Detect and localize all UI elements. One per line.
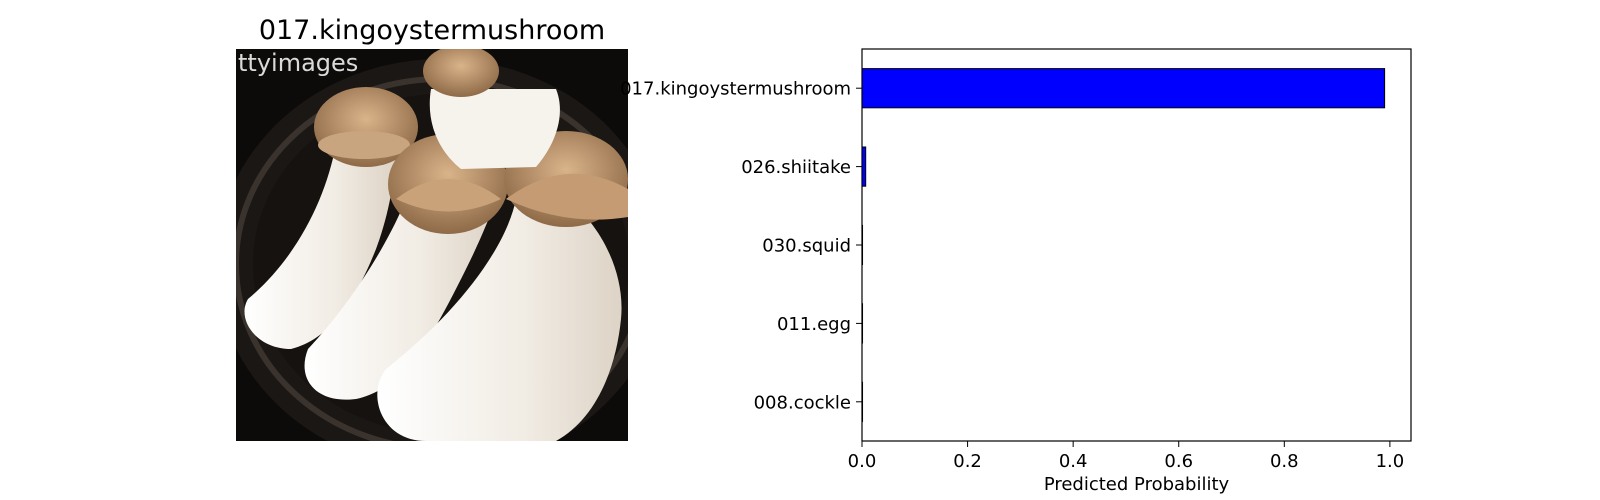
x-tick-label: 0.0 <box>848 451 877 472</box>
photo-title: 017.kingoystermushroom <box>258 15 606 46</box>
x-tick-label: 0.8 <box>1270 451 1299 472</box>
bar-017.kingoystermushroom <box>861 68 1386 109</box>
y-tick-label: 026.shiitake <box>741 157 851 178</box>
y-tick-label: 017.kingoystermushroom <box>620 79 851 100</box>
y-tick-label: 008.cockle <box>754 392 851 413</box>
x-tick-label: 0.6 <box>1164 451 1193 472</box>
x-tick-label: 0.4 <box>1059 451 1088 472</box>
x-tick-label: 1.0 <box>1376 451 1405 472</box>
x-axis-label: Predicted Probability <box>1044 474 1230 495</box>
x-tick-label: 0.2 <box>953 451 982 472</box>
y-tick-label: 030.squid <box>762 236 851 257</box>
photo-watermark: ttyimages <box>238 49 358 77</box>
y-tick-label: 011.egg <box>777 314 851 335</box>
mushroom-photo: ttyimages <box>216 45 666 469</box>
